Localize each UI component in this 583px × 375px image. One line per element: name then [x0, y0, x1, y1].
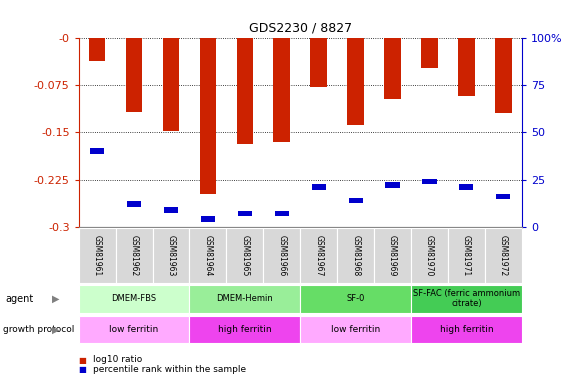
Text: SF-FAC (ferric ammonium
citrate): SF-FAC (ferric ammonium citrate) [413, 289, 520, 308]
Bar [385, 182, 399, 188]
Bar [310, 38, 327, 87]
Bar [199, 38, 216, 194]
Text: agent: agent [6, 294, 34, 304]
Bar [411, 285, 522, 312]
Text: low ferritin: low ferritin [331, 325, 380, 334]
Bar [312, 184, 326, 190]
Text: GSM81966: GSM81966 [278, 235, 286, 276]
Bar [79, 316, 189, 343]
Text: GSM81965: GSM81965 [240, 235, 250, 276]
Bar [201, 216, 215, 222]
Bar [79, 285, 189, 312]
Bar [458, 38, 475, 96]
Bar [421, 38, 438, 68]
Text: GSM81969: GSM81969 [388, 235, 397, 276]
Bar [126, 38, 142, 112]
Bar [496, 194, 510, 200]
Bar [127, 201, 141, 207]
Bar [485, 228, 522, 283]
Bar [300, 316, 411, 343]
Bar [411, 316, 522, 343]
Bar [349, 198, 363, 203]
Text: SF-0: SF-0 [346, 294, 365, 303]
Text: DMEM-Hemin: DMEM-Hemin [216, 294, 273, 303]
Text: GSM81967: GSM81967 [314, 235, 323, 276]
Text: high ferritin: high ferritin [440, 325, 493, 334]
Text: ▶: ▶ [52, 294, 59, 304]
Text: DMEM-FBS: DMEM-FBS [111, 294, 157, 303]
Bar [164, 207, 178, 213]
Bar [384, 38, 401, 99]
Text: GSM81970: GSM81970 [425, 235, 434, 276]
Bar [238, 211, 252, 216]
Bar [374, 228, 411, 283]
Text: ▶: ▶ [52, 324, 59, 334]
Text: GSM81963: GSM81963 [167, 235, 175, 276]
Bar [337, 228, 374, 283]
Text: growth protocol: growth protocol [3, 325, 74, 334]
Text: GSM81968: GSM81968 [351, 235, 360, 276]
Bar [189, 228, 226, 283]
Text: GSM81971: GSM81971 [462, 235, 471, 276]
Bar [90, 148, 104, 154]
Bar [237, 38, 253, 144]
Bar [448, 228, 485, 283]
Bar [153, 228, 189, 283]
Bar [226, 228, 264, 283]
Bar [264, 228, 300, 283]
Bar [347, 38, 364, 124]
Text: log10 ratio: log10 ratio [93, 356, 142, 364]
Bar [495, 38, 512, 113]
Bar [79, 228, 115, 283]
Text: percentile rank within the sample: percentile rank within the sample [93, 365, 247, 374]
Bar [189, 316, 300, 343]
Bar [189, 285, 300, 312]
Bar [163, 38, 180, 131]
Text: ■: ■ [79, 356, 87, 364]
Text: ■: ■ [79, 365, 87, 374]
Bar [89, 38, 106, 62]
Title: GDS2230 / 8827: GDS2230 / 8827 [249, 22, 352, 35]
Text: low ferritin: low ferritin [110, 325, 159, 334]
Text: high ferritin: high ferritin [218, 325, 272, 334]
Bar [300, 228, 337, 283]
Bar [300, 285, 411, 312]
Text: GSM81961: GSM81961 [93, 235, 101, 276]
Bar [423, 178, 437, 184]
Text: GSM81962: GSM81962 [129, 235, 139, 276]
Bar [275, 211, 289, 216]
Bar [411, 228, 448, 283]
Bar [115, 228, 153, 283]
Bar [273, 38, 290, 142]
Text: GSM81972: GSM81972 [499, 235, 508, 276]
Text: GSM81964: GSM81964 [203, 235, 212, 276]
Bar [459, 184, 473, 190]
